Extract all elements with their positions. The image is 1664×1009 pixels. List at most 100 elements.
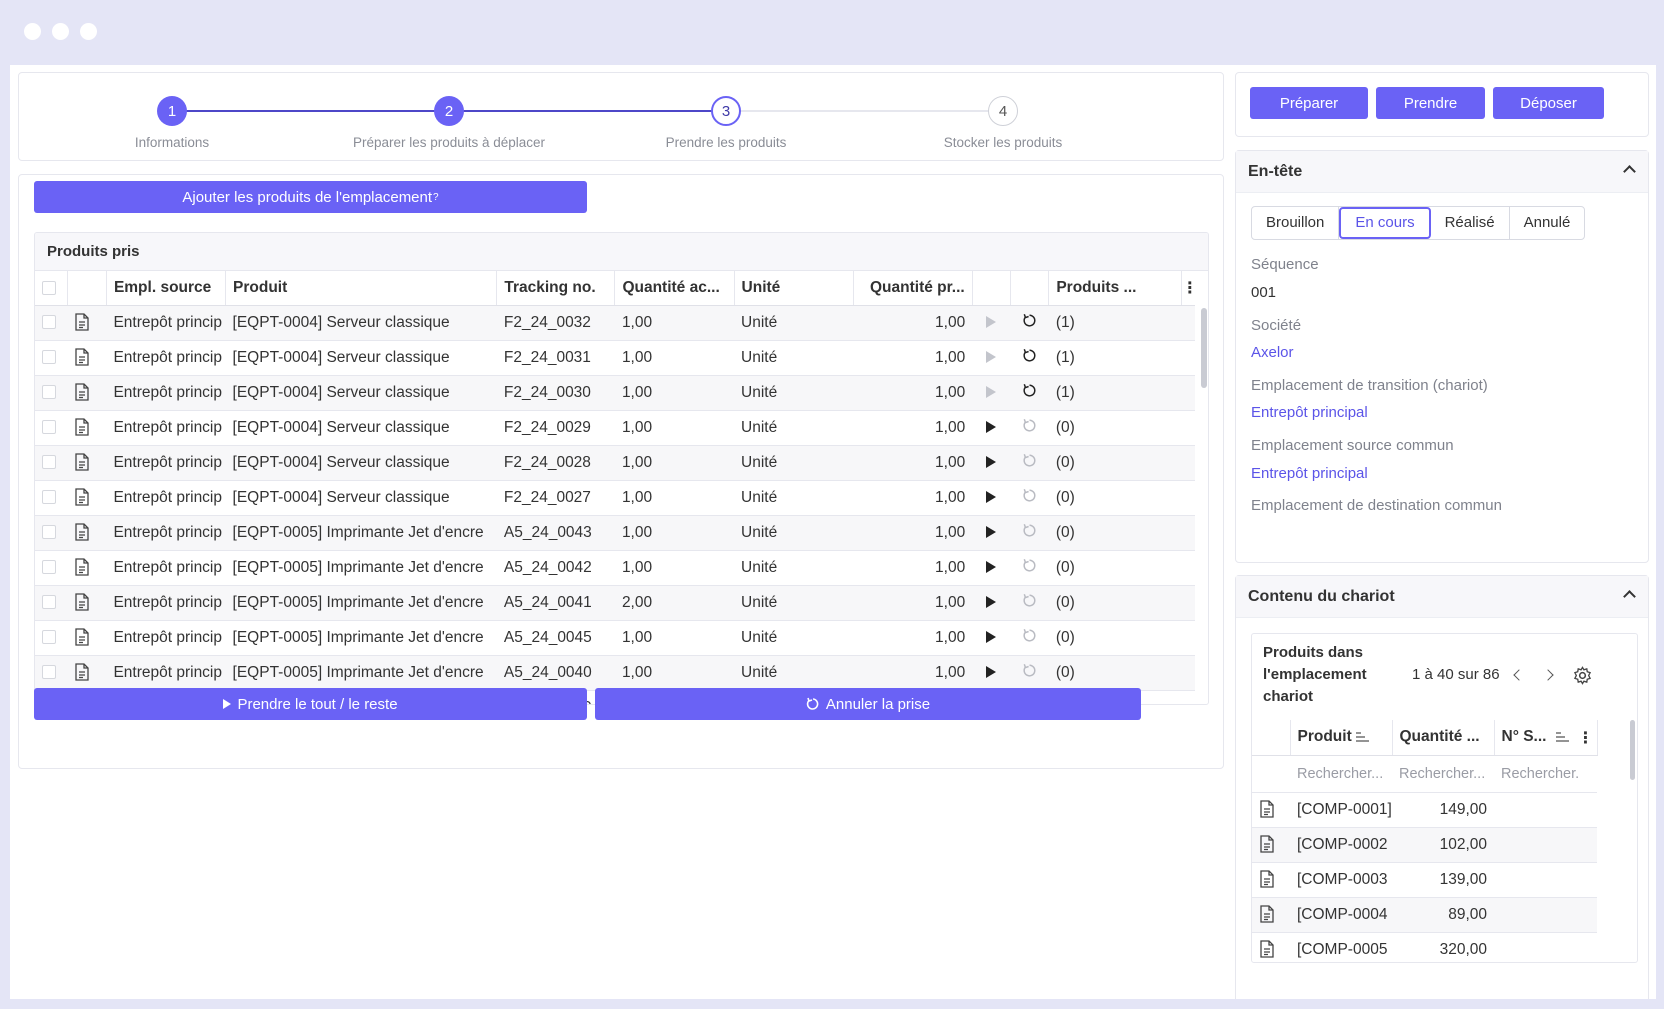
transit-location-link[interactable]: Entrepôt principal xyxy=(1251,404,1368,421)
select-all-checkbox[interactable] xyxy=(35,271,68,306)
col-header-product[interactable]: Produit xyxy=(225,271,498,306)
gear-icon[interactable] xyxy=(1573,666,1592,685)
col-header-unit[interactable]: Unité xyxy=(734,271,854,306)
undo-icon[interactable] xyxy=(1010,480,1049,516)
table-row[interactable]: Entrepôt princip [EQPT-0004] Serveur clas… xyxy=(35,340,1195,376)
cart-col-header-serial[interactable]: N° S... ⋮ xyxy=(1494,720,1598,756)
document-icon[interactable] xyxy=(1252,897,1290,933)
document-icon[interactable] xyxy=(1252,792,1290,828)
status-draft[interactable]: Brouillon xyxy=(1252,207,1340,239)
row-checkbox[interactable] xyxy=(35,340,68,376)
table-row[interactable]: Entrepôt princip[EQPT-0005] Imprimante J… xyxy=(35,620,1195,656)
document-icon[interactable] xyxy=(67,655,107,691)
prepare-button[interactable]: Préparer xyxy=(1250,87,1368,119)
row-checkbox[interactable] xyxy=(35,515,68,551)
document-icon[interactable] xyxy=(67,480,107,516)
step-4-circle[interactable]: 4 xyxy=(988,96,1018,126)
take-icon[interactable] xyxy=(972,550,1011,586)
table-row[interactable]: Entrepôt princip [EQPT-0004] Serveur clas… xyxy=(35,305,1195,341)
take-icon[interactable] xyxy=(972,445,1011,481)
collapse-icon[interactable] xyxy=(1623,165,1636,178)
table-row[interactable]: Entrepôt princip [EQPT-0004] Serveur clas… xyxy=(35,445,1195,481)
qty-filter-input[interactable]: Rechercher... xyxy=(1392,755,1494,793)
sort-icon[interactable] xyxy=(1556,732,1570,742)
undo-icon[interactable] xyxy=(1010,620,1049,656)
take-icon[interactable] xyxy=(972,375,1011,411)
undo-icon[interactable] xyxy=(1010,655,1049,691)
collapse-icon[interactable] xyxy=(1623,590,1636,603)
take-icon[interactable] xyxy=(972,340,1011,376)
status-cancelled[interactable]: Annulé xyxy=(1523,214,1571,231)
col-header-products[interactable]: Produits ... xyxy=(1048,271,1182,306)
row-checkbox[interactable] xyxy=(35,655,68,691)
table-row[interactable]: Entrepôt princip [EQPT-0004] Serveur clas… xyxy=(35,410,1195,446)
row-checkbox[interactable] xyxy=(35,410,68,446)
table-row[interactable]: Entrepôt princip[EQPT-0005] Imprimante J… xyxy=(35,585,1195,621)
take-icon[interactable] xyxy=(972,305,1011,341)
status-done[interactable]: Réalisé xyxy=(1431,207,1510,239)
document-icon[interactable] xyxy=(67,445,107,481)
undo-icon[interactable] xyxy=(1010,410,1049,446)
row-checkbox[interactable] xyxy=(35,550,68,586)
take-icon[interactable] xyxy=(972,515,1011,551)
table-row[interactable]: Entrepôt princip[EQPT-0005] Imprimante J… xyxy=(35,515,1195,551)
table-row[interactable]: Entrepôt princip[EQPT-0005] Imprimante J… xyxy=(35,655,1195,691)
serial-filter-input[interactable]: Rechercher. xyxy=(1494,755,1597,793)
window-dot-close[interactable] xyxy=(24,23,41,40)
undo-icon[interactable] xyxy=(1010,305,1049,341)
cart-panel-title[interactable]: Contenu du chariot xyxy=(1236,576,1648,618)
take-icon[interactable] xyxy=(972,585,1011,621)
undo-icon[interactable] xyxy=(1010,515,1049,551)
cart-col-header-product[interactable]: Produit xyxy=(1290,720,1393,756)
cart-scrollbar[interactable] xyxy=(1630,720,1635,780)
table-row[interactable]: Entrepôt princip [EQPT-0004] Serveur clas… xyxy=(35,480,1195,516)
company-link[interactable]: Axelor xyxy=(1251,344,1294,361)
col-header-source[interactable]: Empl. source xyxy=(106,271,227,306)
take-icon[interactable] xyxy=(972,480,1011,516)
document-icon[interactable] xyxy=(67,550,107,586)
document-icon[interactable] xyxy=(67,410,107,446)
cart-col-header-qty[interactable]: Quantité ... xyxy=(1392,720,1495,756)
source-location-link[interactable]: Entrepôt principal xyxy=(1251,465,1368,482)
row-checkbox[interactable] xyxy=(35,305,68,341)
row-checkbox[interactable] xyxy=(35,480,68,516)
document-icon[interactable] xyxy=(67,375,107,411)
cancel-take-button[interactable]: Annuler la prise xyxy=(595,688,1141,720)
take-all-button[interactable]: Prendre le tout / le reste xyxy=(34,688,587,720)
document-icon[interactable] xyxy=(1252,862,1290,898)
window-dot-maximize[interactable] xyxy=(80,23,97,40)
step-2-circle[interactable]: 2 xyxy=(434,96,464,126)
cart-row[interactable]: [COMP-0001] 149,00 xyxy=(1252,792,1597,828)
document-icon[interactable] xyxy=(67,515,107,551)
add-location-products-button[interactable]: Ajouter les produits de l'emplacement? xyxy=(34,181,587,213)
take-icon[interactable] xyxy=(972,410,1011,446)
cart-row[interactable]: [COMP-0003 139,00 xyxy=(1252,862,1597,898)
grid-scrollbar[interactable] xyxy=(1201,308,1207,388)
header-panel-title[interactable]: En-tête xyxy=(1236,151,1648,193)
next-page-icon[interactable] xyxy=(1542,669,1554,681)
document-icon[interactable] xyxy=(1252,932,1290,962)
table-row[interactable]: Entrepôt princip [EQPT-0004] Serveur clas… xyxy=(35,375,1195,411)
table-row[interactable]: Entrepôt princip[EQPT-0005] Imprimante J… xyxy=(35,550,1195,586)
undo-icon[interactable] xyxy=(1010,445,1049,481)
cart-row[interactable]: [COMP-0005 320,00 xyxy=(1252,932,1597,962)
document-icon[interactable] xyxy=(67,585,107,621)
document-icon[interactable] xyxy=(1252,827,1290,863)
undo-icon[interactable] xyxy=(1010,550,1049,586)
status-in-progress[interactable]: En cours xyxy=(1339,207,1431,239)
row-checkbox[interactable] xyxy=(35,445,68,481)
undo-icon[interactable] xyxy=(1010,375,1049,411)
document-icon[interactable] xyxy=(67,305,107,341)
step-1-circle[interactable]: 1 xyxy=(157,96,187,126)
cart-row[interactable]: [COMP-0004 89,00 xyxy=(1252,897,1597,933)
document-icon[interactable] xyxy=(67,340,107,376)
undo-icon[interactable] xyxy=(1010,585,1049,621)
product-filter-input[interactable]: Rechercher... xyxy=(1290,755,1392,793)
prev-page-icon[interactable] xyxy=(1513,669,1525,681)
take-icon[interactable] xyxy=(972,655,1011,691)
row-checkbox[interactable] xyxy=(35,585,68,621)
cart-row[interactable]: [COMP-0002 102,00 xyxy=(1252,827,1597,863)
sort-icon[interactable] xyxy=(1355,732,1369,742)
help-icon[interactable]: ? xyxy=(433,191,439,203)
row-checkbox[interactable] xyxy=(35,375,68,411)
